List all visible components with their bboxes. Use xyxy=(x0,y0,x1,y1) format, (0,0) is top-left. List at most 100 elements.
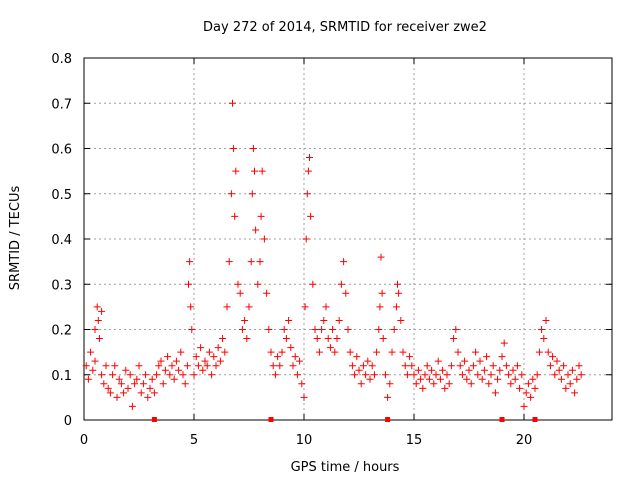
data-point xyxy=(417,375,425,383)
data-point xyxy=(229,99,236,107)
data-point xyxy=(480,366,488,374)
data-point xyxy=(187,303,195,311)
data-point xyxy=(430,380,438,388)
data-point xyxy=(472,348,480,356)
data-point xyxy=(84,375,92,383)
data-point xyxy=(142,371,150,379)
data-point xyxy=(577,371,585,379)
data-point xyxy=(362,371,370,379)
data-point xyxy=(257,212,265,220)
data-point xyxy=(364,357,372,365)
data-point xyxy=(414,366,422,374)
data-point xyxy=(115,375,123,383)
data-point xyxy=(98,307,106,315)
data-point xyxy=(287,344,295,352)
data-point xyxy=(461,357,469,365)
data-point xyxy=(201,357,209,365)
data-point xyxy=(205,348,213,356)
data-point xyxy=(243,335,251,343)
data-point xyxy=(234,280,242,288)
data-point xyxy=(428,366,436,374)
data-point xyxy=(320,316,328,324)
data-point xyxy=(164,353,172,361)
data-point xyxy=(568,366,576,374)
data-point xyxy=(227,190,235,198)
data-point xyxy=(95,335,103,343)
data-point xyxy=(258,167,266,175)
data-point xyxy=(476,357,484,365)
data-point xyxy=(122,366,130,374)
y-tick-label: 0.7 xyxy=(51,97,72,112)
data-point xyxy=(252,226,260,234)
grid xyxy=(84,58,612,420)
data-point xyxy=(301,303,309,311)
data-point xyxy=(159,380,167,388)
data-point xyxy=(509,366,517,374)
data-point xyxy=(197,344,205,352)
data-point xyxy=(346,348,354,356)
data-point xyxy=(263,289,271,297)
data-point xyxy=(454,348,462,356)
data-point xyxy=(124,384,132,392)
data-point xyxy=(303,190,311,198)
data-point xyxy=(208,371,216,379)
data-point xyxy=(223,303,231,311)
zero-marker xyxy=(268,417,274,422)
data-point xyxy=(511,375,519,383)
axes: 0 0.1 0.2 0.3 0.4 0.5 0.6 0.7 0.8 0 5 10 15 20 xyxy=(51,52,612,448)
data-point xyxy=(322,303,330,311)
data-point xyxy=(518,371,526,379)
data-point xyxy=(241,316,249,324)
data-point xyxy=(251,167,258,175)
data-point xyxy=(177,348,185,356)
y-tick-label: 0 xyxy=(64,414,72,429)
x-axis-label: GPS time / hours xyxy=(291,460,400,475)
data-point xyxy=(474,371,482,379)
data-point xyxy=(333,335,341,343)
data-point xyxy=(401,362,409,370)
data-point xyxy=(337,280,345,288)
data-point xyxy=(155,362,163,370)
data-point xyxy=(100,380,108,388)
data-point xyxy=(274,353,282,361)
data-point xyxy=(340,258,348,266)
data-point xyxy=(168,362,176,370)
data-point xyxy=(562,384,570,392)
data-point xyxy=(344,326,352,333)
data-point xyxy=(439,366,447,374)
data-point xyxy=(245,303,253,311)
data-point xyxy=(280,326,288,333)
data-point xyxy=(199,366,207,374)
zero-marker xyxy=(385,417,391,422)
data-point xyxy=(230,145,238,152)
data-point xyxy=(267,348,275,356)
data-point xyxy=(260,235,268,243)
data-point xyxy=(157,357,165,365)
data-point xyxy=(546,362,554,370)
data-point xyxy=(359,362,367,370)
data-point xyxy=(399,348,407,356)
data-point xyxy=(410,371,418,379)
data-point xyxy=(221,348,229,356)
data-point xyxy=(146,384,154,392)
data-point xyxy=(296,357,304,365)
data-point xyxy=(117,380,125,388)
data-point xyxy=(94,316,102,324)
data-point xyxy=(175,366,183,374)
data-point xyxy=(540,335,548,343)
data-point xyxy=(516,384,524,392)
data-point xyxy=(87,348,95,356)
data-point xyxy=(289,362,297,370)
data-point xyxy=(300,393,308,401)
data-point xyxy=(544,348,552,356)
data-point xyxy=(378,289,386,297)
data-points xyxy=(82,99,585,410)
data-point xyxy=(91,357,99,365)
data-point xyxy=(203,362,211,370)
data-point xyxy=(524,380,532,388)
data-point xyxy=(483,353,491,361)
data-point xyxy=(423,362,431,370)
data-point xyxy=(133,375,141,383)
data-point xyxy=(109,371,117,379)
